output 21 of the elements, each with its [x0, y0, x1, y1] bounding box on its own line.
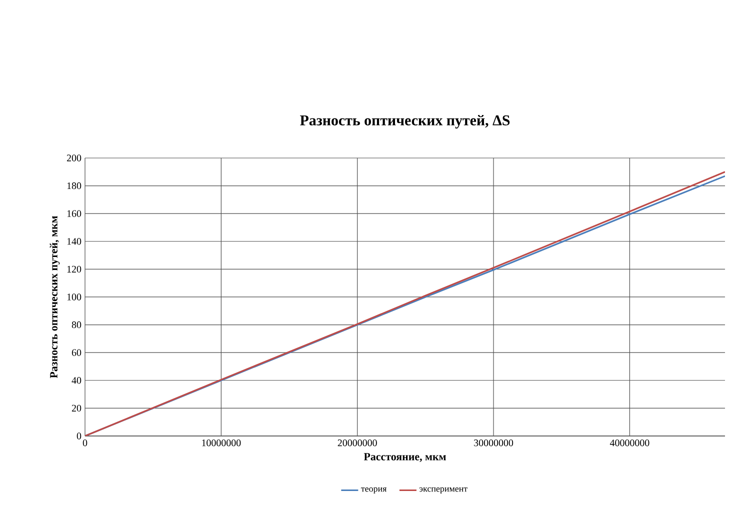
x-tick-label: 20000000	[338, 440, 377, 446]
legend-label: теория	[361, 487, 387, 494]
x-tick-label: 10000000	[202, 440, 241, 446]
y-tick-label: 200	[66, 154, 82, 162]
y-tick-label: 120	[67, 266, 82, 273]
y-tick-label: 100	[67, 294, 82, 300]
y-tick-label: 20	[72, 404, 82, 412]
y-tick-label: 180	[67, 182, 82, 190]
x-axis-title: Расстояние, мкм	[364, 453, 446, 462]
y-tick-label: 160	[67, 210, 82, 217]
y-tick-label: 0	[76, 432, 82, 440]
y-tick-label: 40	[72, 377, 82, 384]
y-tick-label: 60	[72, 349, 82, 356]
x-tick-label: 0	[82, 440, 88, 446]
y-tick-label: 140	[67, 238, 82, 245]
chart-title: Разность оптических путей, ΔS	[300, 114, 510, 128]
legend-label: эксперимент	[419, 487, 468, 494]
y-axis-title: Разность оптических путей, мкм	[50, 216, 60, 378]
x-tick-label: 30000000	[474, 440, 514, 446]
y-tick-label: 80	[72, 321, 82, 328]
x-tick-label: 40000000	[610, 440, 650, 446]
